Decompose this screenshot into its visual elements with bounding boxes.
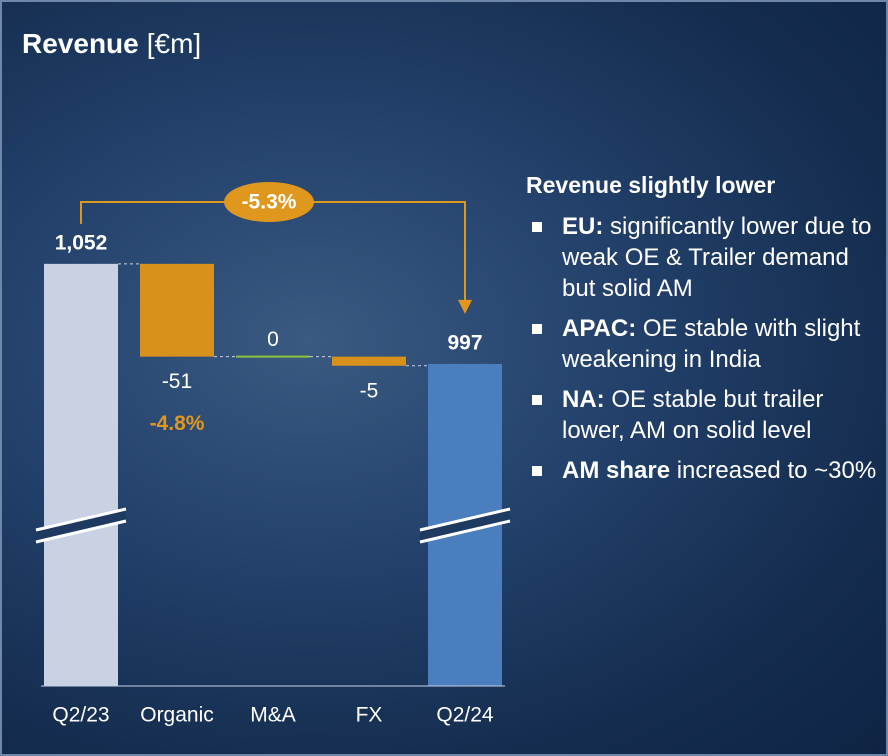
bullet-lead: APAC: xyxy=(562,315,636,342)
bar xyxy=(140,264,214,357)
plot: 1,052 Q2/23 -51 -4.8% Organic 0 M&A -5 FX 997 Q2/2… xyxy=(36,182,510,727)
bar xyxy=(332,357,406,366)
value-label: -51 xyxy=(162,370,192,393)
value-label: -5 xyxy=(360,379,379,402)
x-tick-label: Organic xyxy=(140,704,214,727)
commentary-heading: Revenue slightly lower xyxy=(526,172,882,199)
commentary: Revenue slightly lower EU: significantly… xyxy=(526,172,882,495)
total-change: -5.3% xyxy=(242,191,297,214)
organic-share: -4.8% xyxy=(150,412,205,435)
x-tick-label: FX xyxy=(356,704,383,727)
bullet: AM share increased to ~30% xyxy=(526,455,882,486)
bullet-list: EU: significantly lower due to weak OE &… xyxy=(526,211,882,486)
title-main: Revenue xyxy=(22,28,139,59)
bullet: EU: significantly lower due to weak OE &… xyxy=(526,211,882,304)
x-tick-label: Q2/23 xyxy=(52,704,109,727)
change-arrowhead xyxy=(458,300,472,314)
bullet-text: significantly lower due to weak OE & Tra… xyxy=(562,213,871,302)
title-unit: [€m] xyxy=(147,28,201,59)
value-label: 1,052 xyxy=(55,231,108,254)
value-label: 997 xyxy=(447,331,482,354)
value-label: 0 xyxy=(267,328,279,351)
bullet-text: increased to ~30% xyxy=(677,457,876,484)
slide: Revenue [€m] 1,052 Q2/23 -51 -4.8% Organic 0 M&… xyxy=(0,0,888,756)
x-tick-label: M&A xyxy=(250,704,296,727)
bullet-lead: AM share xyxy=(562,457,670,484)
bullet-lead: EU: xyxy=(562,213,603,240)
bullet: NA: OE stable but trailer lower, AM on s… xyxy=(526,384,882,446)
bullet: APAC: OE stable with slight weakening in… xyxy=(526,313,882,375)
chart-title: Revenue [€m] xyxy=(22,28,201,59)
bullet-lead: NA: xyxy=(562,386,605,413)
x-tick-label: Q2/24 xyxy=(436,704,494,727)
bar xyxy=(44,264,118,686)
